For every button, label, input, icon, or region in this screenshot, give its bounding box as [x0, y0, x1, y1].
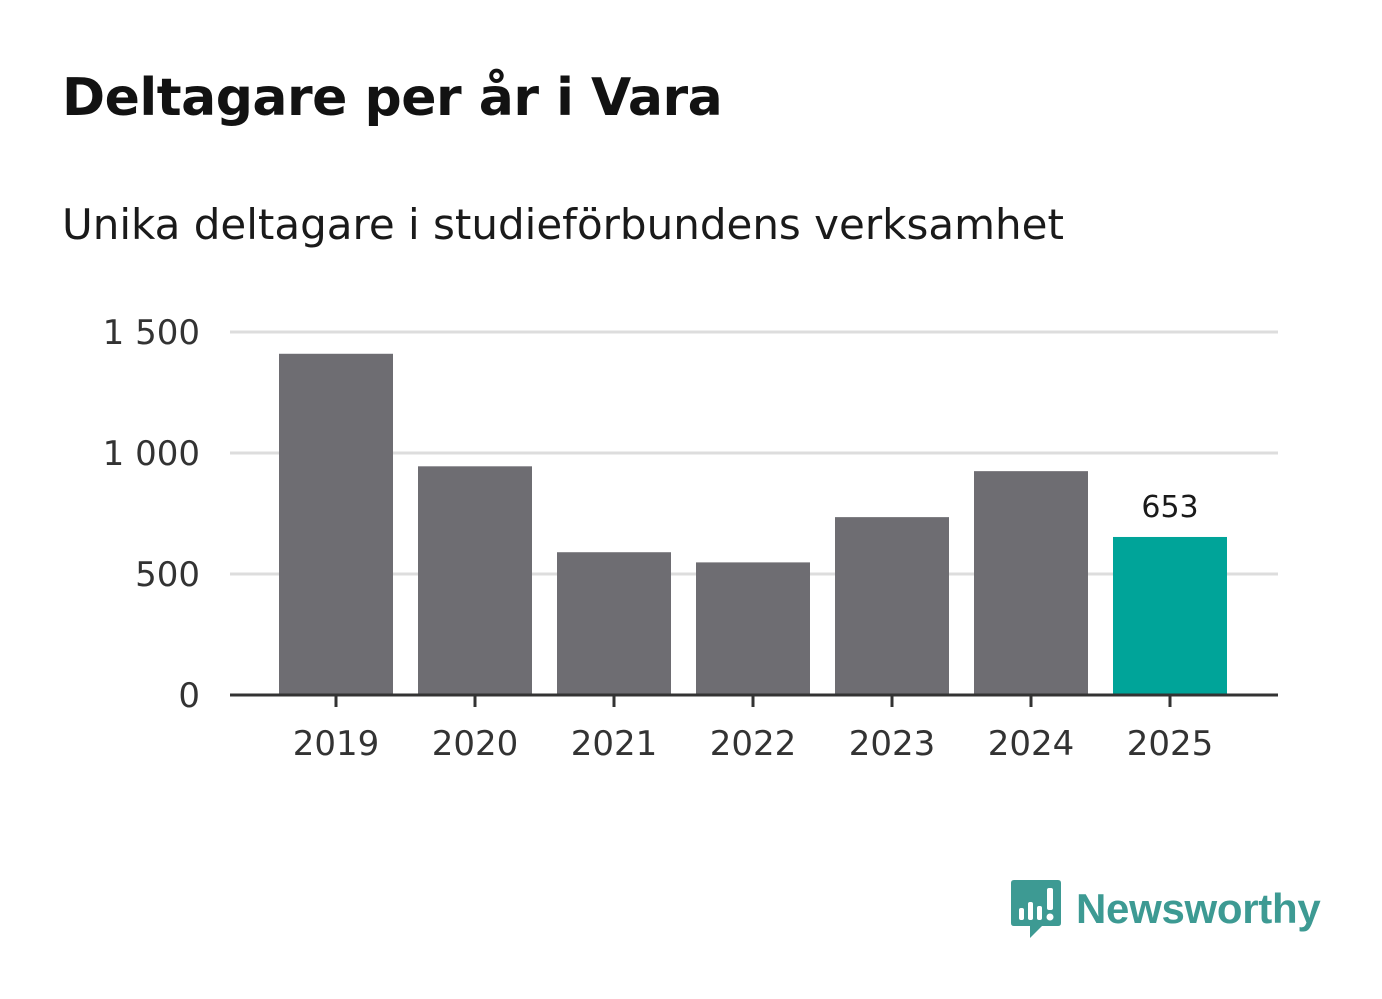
bar-2020 — [418, 466, 532, 695]
y-tick-label-1000: 1 000 — [103, 434, 200, 474]
x-tick-label-2020: 2020 — [432, 724, 519, 764]
x-tick-label-2023: 2023 — [849, 724, 936, 764]
brand-name: Newsworthy — [1076, 885, 1321, 932]
newsworthy-logo: Newsworthy — [1010, 878, 1321, 940]
labels: 0 500 1 000 1 500 2019 2020 2021 2022 2023 2024 20… — [103, 313, 1214, 764]
bar-2023 — [835, 517, 949, 695]
x-tick-label-2019: 2019 — [293, 724, 380, 764]
bar-2019 — [279, 353, 393, 695]
newsworthy-logo-icon — [1011, 880, 1061, 938]
data-label-2025: 653 — [1141, 490, 1198, 525]
y-tick-label-500: 500 — [135, 555, 200, 595]
bar-2022 — [696, 562, 810, 695]
bar-2025 — [1113, 536, 1227, 695]
bars — [279, 353, 1227, 695]
x-axis — [230, 693, 1278, 707]
bar-2021 — [557, 552, 671, 695]
chart-title: Deltagare per år i Vara — [62, 68, 723, 128]
x-tick-label-2025: 2025 — [1127, 724, 1214, 764]
y-tick-label-0: 0 — [178, 676, 200, 716]
x-tick-label-2024: 2024 — [988, 724, 1075, 764]
chart-subtitle: Unika deltagare i studieförbundens verks… — [62, 200, 1064, 249]
x-tick-label-2021: 2021 — [571, 724, 658, 764]
x-tick-label-2022: 2022 — [710, 724, 797, 764]
y-tick-label-1500: 1 500 — [103, 313, 200, 353]
bar-2024 — [974, 471, 1088, 695]
